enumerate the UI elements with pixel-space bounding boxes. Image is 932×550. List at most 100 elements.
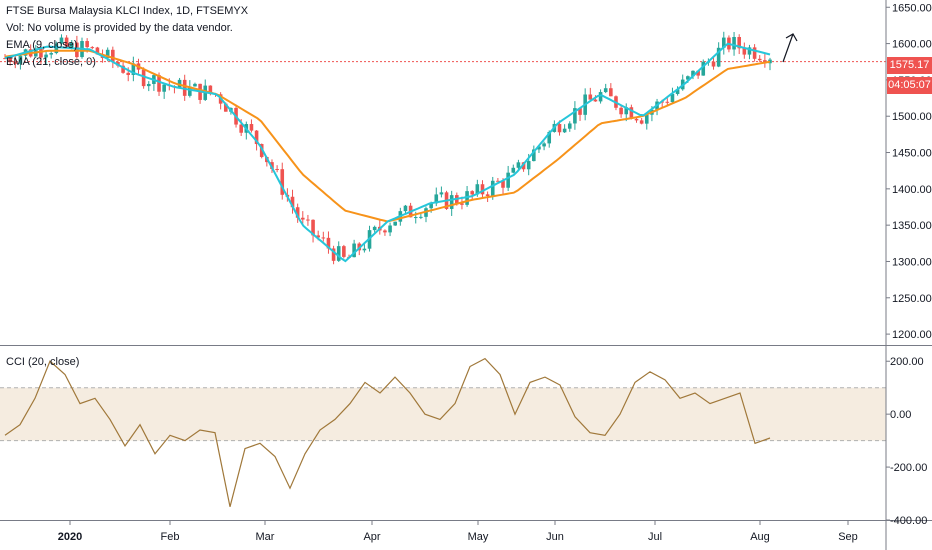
candle-body bbox=[352, 243, 356, 258]
price-tick-label: 1500.00 bbox=[892, 111, 932, 123]
candle-body bbox=[573, 108, 577, 124]
candle-body bbox=[644, 114, 649, 124]
candle-body bbox=[193, 83, 197, 87]
trend-arrow-annotation bbox=[782, 33, 798, 63]
candle-body bbox=[449, 195, 454, 209]
candle-body bbox=[603, 88, 608, 93]
cci-line bbox=[4, 357, 771, 507]
candle-body bbox=[624, 107, 629, 115]
time-tick-label: 2020 bbox=[58, 531, 82, 543]
candle-body bbox=[3, 58, 7, 60]
candle-body bbox=[403, 205, 408, 212]
last-price-tag: 1575.17 bbox=[887, 57, 932, 74]
candle-body bbox=[59, 37, 64, 44]
candle-body bbox=[316, 235, 320, 238]
candle-body bbox=[54, 43, 59, 54]
cci-pane bbox=[0, 357, 886, 507]
candle-body bbox=[306, 219, 310, 221]
cci-band bbox=[0, 387, 886, 441]
candle-body bbox=[146, 83, 151, 87]
candle-body bbox=[239, 124, 243, 133]
candle-body bbox=[537, 146, 541, 150]
candle-body bbox=[321, 237, 326, 239]
candle-body bbox=[111, 49, 115, 62]
candle-body bbox=[639, 120, 644, 124]
candle-body bbox=[578, 108, 582, 115]
candle-body bbox=[290, 196, 295, 208]
candle-body bbox=[516, 162, 521, 168]
volume-note: Vol: No volume is provided by the data v… bbox=[6, 22, 233, 34]
candle-body bbox=[634, 118, 639, 121]
candle-body bbox=[162, 84, 166, 92]
candle-body bbox=[752, 47, 757, 59]
candle-body bbox=[18, 55, 23, 64]
candle-body bbox=[249, 124, 254, 131]
candle-body bbox=[13, 61, 18, 64]
candle-body bbox=[362, 248, 367, 251]
candle-body bbox=[747, 47, 752, 55]
candle-body bbox=[342, 246, 346, 257]
candle-body bbox=[44, 54, 48, 58]
ema-slow-line bbox=[4, 49, 771, 223]
candle-body bbox=[90, 47, 95, 49]
candle-body bbox=[588, 94, 593, 100]
candle-body bbox=[300, 217, 305, 220]
candle-body bbox=[372, 226, 377, 231]
candle-body bbox=[670, 93, 675, 103]
cci-tick-label: 0.00 bbox=[890, 409, 911, 421]
price-tick-label: 1650.00 bbox=[892, 2, 932, 14]
candle-body bbox=[696, 70, 700, 76]
candle-body bbox=[619, 107, 623, 115]
candle-body bbox=[393, 221, 398, 226]
price-tick-label: 1350.00 bbox=[892, 220, 932, 232]
candle-body bbox=[460, 203, 464, 205]
candle-body bbox=[69, 42, 74, 47]
candle-body bbox=[598, 92, 603, 102]
price-pane bbox=[0, 31, 886, 265]
chart-title: FTSE Bursa Malaysia KLCI Index, 1D, FTSE… bbox=[6, 5, 249, 17]
candle-body bbox=[188, 86, 192, 96]
ema-fast-legend: EMA (9, close) bbox=[6, 39, 78, 51]
price-tick-label: 1250.00 bbox=[892, 293, 932, 305]
candle-body bbox=[254, 130, 259, 145]
candle-body bbox=[470, 191, 475, 195]
candle-body bbox=[665, 101, 670, 103]
candle-body bbox=[413, 217, 418, 219]
candle-body bbox=[757, 58, 762, 61]
candle-body bbox=[521, 162, 526, 170]
candle-body bbox=[95, 47, 100, 55]
price-tick-label: 1300.00 bbox=[892, 256, 932, 268]
candle-body bbox=[208, 85, 213, 94]
candle-body bbox=[721, 37, 726, 48]
time-tick-label: Apr bbox=[363, 531, 380, 543]
time-tick-label: Aug bbox=[750, 531, 770, 543]
candle-body bbox=[501, 180, 505, 188]
cci-tick-label: 200.00 bbox=[890, 356, 924, 368]
candle-body bbox=[496, 180, 500, 182]
time-tick-label: Feb bbox=[161, 531, 180, 543]
candle-body bbox=[141, 69, 146, 87]
candle-body bbox=[609, 88, 613, 97]
candle-body bbox=[511, 167, 516, 173]
cci-tick-label: -200.00 bbox=[890, 462, 927, 474]
candle-body bbox=[701, 61, 706, 76]
price-tick-label: 1450.00 bbox=[892, 148, 932, 160]
candle-body bbox=[270, 162, 274, 170]
candle-body bbox=[567, 123, 572, 129]
candle-body bbox=[49, 53, 54, 55]
candle-body bbox=[532, 149, 536, 162]
time-tick-label: Mar bbox=[256, 531, 275, 543]
candle-body bbox=[126, 72, 131, 75]
candle-body bbox=[275, 169, 279, 171]
candle-body bbox=[388, 225, 392, 233]
candle-body bbox=[711, 61, 716, 67]
candle-body bbox=[429, 203, 433, 209]
ema-slow-legend: EMA (21, close, 0) bbox=[6, 56, 96, 68]
candle-body bbox=[506, 172, 510, 188]
candle-body bbox=[768, 59, 772, 64]
candle-body bbox=[557, 123, 562, 133]
candle-body bbox=[105, 49, 110, 59]
candle-body bbox=[121, 65, 125, 73]
